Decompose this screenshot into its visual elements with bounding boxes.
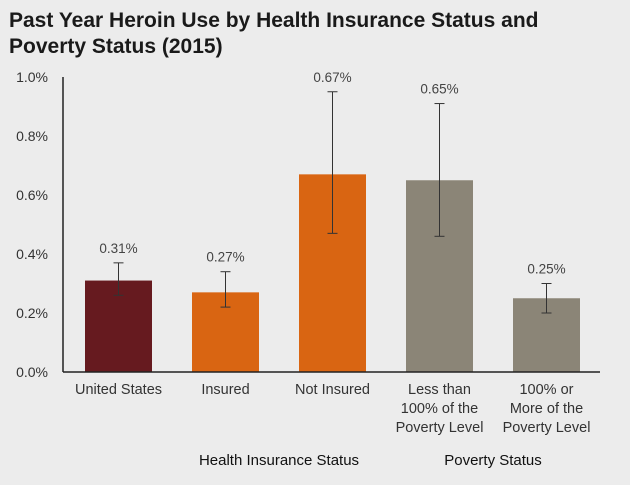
x-tick-label: Insured [201,382,249,398]
x-tick-label: 100% or [519,382,573,398]
data-label: 0.25% [527,262,565,277]
y-tick-label: 0.2% [16,305,48,321]
data-label: 0.31% [99,241,137,256]
data-label: 0.27% [206,250,244,265]
x-tick-label: United States [75,382,162,398]
y-tick-label: 1.0% [16,69,48,85]
y-tick-label: 0.8% [16,128,48,144]
data-label: 0.67% [313,70,351,85]
group-label: Health Insurance Status [199,452,359,469]
data-label: 0.65% [420,82,458,97]
y-tick-label: 0.6% [16,187,48,203]
x-tick-label: 100% of the [401,401,478,417]
x-tick-label: Poverty Level [503,420,591,436]
y-tick-label: 0.0% [16,364,48,380]
x-tick-label: Not Insured [295,382,370,398]
y-tick-label: 0.4% [16,246,48,262]
group-label: Poverty Status [444,452,542,469]
x-tick-label: Less than [408,382,471,398]
x-tick-label: More of the [510,401,583,417]
chart-title: Past Year Heroin Use by Health Insurance… [9,9,539,58]
x-tick-label: Poverty Level [396,420,484,436]
